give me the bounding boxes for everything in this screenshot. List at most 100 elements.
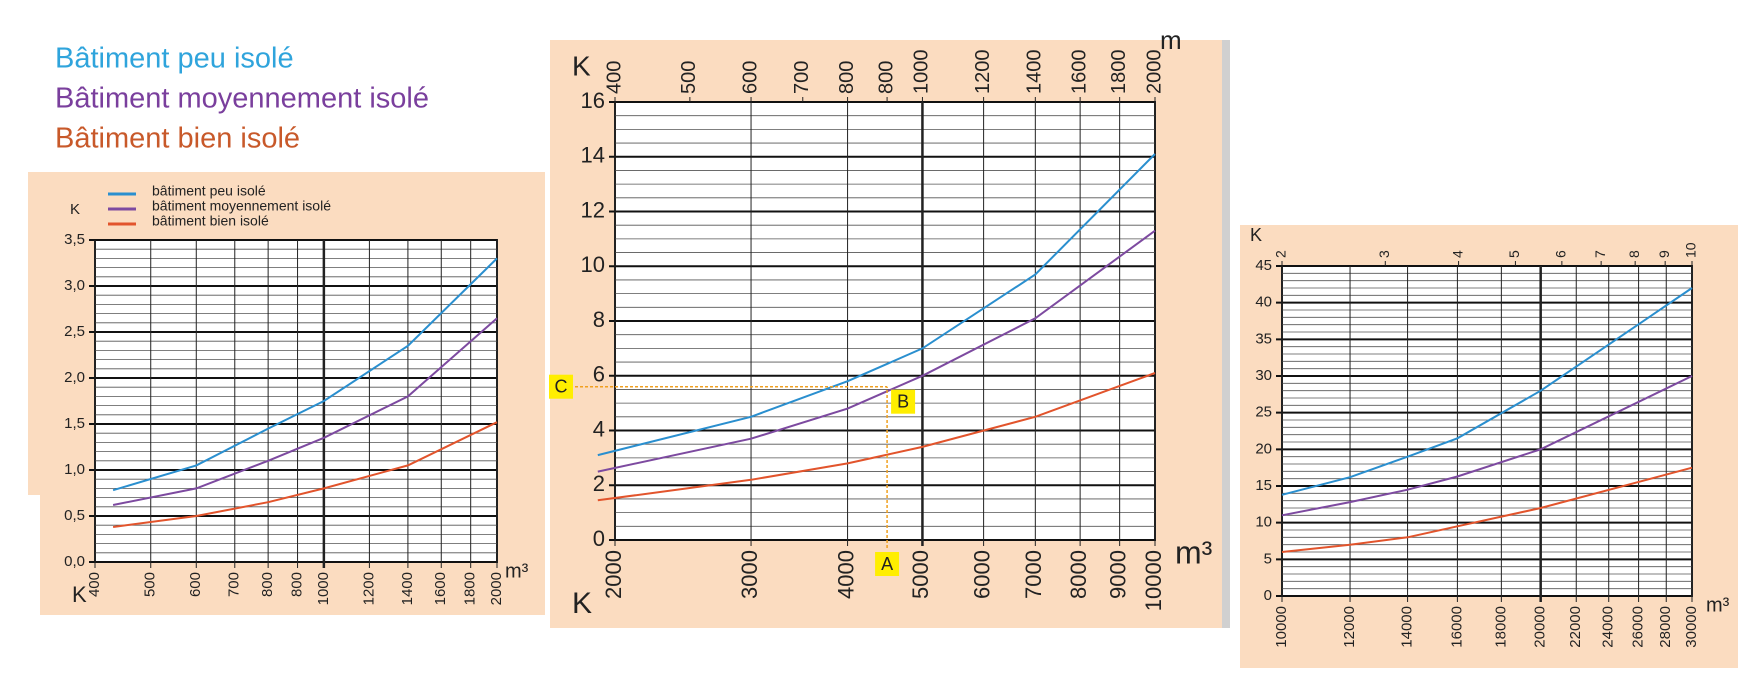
y-tick-label: 6: [593, 362, 605, 387]
x-tick-label: 12000: [1341, 606, 1358, 648]
y-tick-label: 35: [1255, 330, 1272, 347]
x2-tick-label: 9: [1656, 250, 1672, 258]
x-tick-label: 8000: [1066, 550, 1091, 599]
y-tick-label: 0,5: [64, 507, 85, 524]
x-tick-label: 1600: [432, 572, 449, 605]
y-tick-label: 2,5: [64, 323, 85, 340]
x2-tick-label: 10: [1683, 242, 1699, 258]
header-line: Bâtiment peu isolé: [55, 43, 294, 75]
x-tick-label: 700: [226, 572, 243, 597]
y-tick-label: 0,0: [64, 553, 85, 570]
legend-label: bâtiment bien isolé: [152, 213, 269, 229]
series-line: [112, 421, 498, 528]
x2-tick-label: 800: [836, 61, 858, 94]
annotation-box: [875, 552, 900, 576]
x2-tick-label: 600: [739, 61, 761, 94]
x-tick-label: 22000: [1567, 606, 1584, 648]
x-tick-label: 7000: [1021, 550, 1046, 599]
plot-area: [1281, 265, 1693, 597]
x-tick-label: 4000: [833, 550, 858, 599]
series-line: [1281, 375, 1693, 517]
y-axis-label: K: [70, 201, 80, 218]
x2-tick-label: 1800: [1108, 50, 1130, 95]
x2-tick-label: 1200: [972, 49, 994, 94]
y-tick-label: 3,5: [64, 231, 85, 248]
x-axis-label: m³: [505, 560, 529, 582]
x2-tick-label: 500: [678, 61, 700, 94]
x2-tick-label: 8: [1626, 250, 1642, 258]
y-tick-label: 12: [581, 197, 605, 222]
x2-tick-label: 3: [1376, 250, 1392, 258]
y-tick-label: 25: [1255, 404, 1272, 421]
y-tick-label: 15: [1255, 477, 1272, 494]
y-tick-label: 0: [593, 526, 605, 551]
y-tick-label: 2: [593, 471, 605, 496]
x2-tick-label: 7: [1592, 250, 1608, 258]
annotation: A: [881, 554, 893, 574]
y-tick-label: 8: [593, 307, 605, 332]
x-tick-label: 400: [86, 572, 103, 597]
y-tick-label: 10: [581, 252, 605, 277]
x-tick-label: 24000: [1600, 606, 1617, 648]
y-tick-label: 20: [1255, 440, 1272, 457]
series-line: [1281, 466, 1693, 553]
x-tick-label: 14000: [1399, 606, 1416, 648]
x2-tick-label: 5: [1506, 250, 1522, 258]
x2-axis-label: m: [1160, 25, 1182, 55]
annotation: B: [897, 391, 909, 411]
x-tick-label: 20000: [1532, 606, 1549, 648]
y-axis-label: K: [572, 50, 591, 81]
y-tick-label: 1,5: [64, 415, 85, 432]
header-line: Bâtiment moyennement isolé: [55, 83, 429, 115]
x2-tick-label: 2000: [1143, 50, 1165, 95]
series-line: [112, 317, 498, 506]
y-axis-label: K: [1250, 225, 1262, 245]
corner-label: K: [572, 587, 592, 620]
x2-tick-label: 400: [603, 61, 625, 94]
x-tick-label: 500: [142, 572, 159, 597]
legend-label: bâtiment moyennement isolé: [152, 198, 331, 214]
y-tick-label: 45: [1255, 257, 1272, 274]
x-tick-label: 600: [187, 572, 204, 597]
x2-tick-label: 800: [875, 61, 897, 94]
x-tick-label: 800: [259, 572, 276, 597]
x-tick-label: 26000: [1630, 606, 1647, 648]
header-line: Bâtiment bien isolé: [55, 123, 300, 155]
x-tick-label: 16000: [1448, 606, 1465, 648]
x2-tick-label: 1000: [911, 50, 933, 95]
x2-tick-label: 1600: [1068, 50, 1090, 95]
y-tick-label: 10: [1255, 514, 1272, 531]
x2-tick-label: 2: [1273, 250, 1289, 258]
x-tick-label: 3000: [737, 550, 762, 599]
y-tick-label: 2,0: [64, 369, 85, 386]
legend-label: bâtiment peu isolé: [152, 183, 266, 199]
x-tick-label: 28000: [1657, 606, 1674, 648]
y-tick-label: 1,0: [64, 461, 85, 478]
x-axis-label: m³: [1706, 594, 1730, 616]
y-tick-label: 16: [581, 88, 605, 113]
series-line: [597, 153, 1156, 457]
x-tick-label: 10000: [1141, 550, 1166, 611]
y-tick-label: 40: [1255, 294, 1272, 311]
x-tick-label: 5000: [908, 550, 933, 599]
x-tick-label: 2000: [488, 572, 505, 605]
x2-tick-label: 6: [1553, 250, 1569, 258]
panel-edge: [1222, 40, 1230, 628]
x-tick-label: 2000: [601, 550, 626, 599]
x2-tick-label: 700: [791, 61, 813, 94]
y-tick-label: 5: [1264, 550, 1272, 567]
corner-label: K: [72, 582, 87, 607]
x-tick-label: 18000: [1492, 606, 1509, 648]
y-tick-label: 0: [1264, 587, 1272, 604]
x-tick-label: 1200: [360, 572, 377, 605]
series-line: [597, 372, 1156, 502]
x-tick-label: 1400: [399, 572, 416, 605]
x-tick-label: 30000: [1683, 606, 1700, 648]
series-line: [112, 257, 498, 492]
y-tick-label: 30: [1255, 367, 1272, 384]
x-tick-label: 1000: [315, 572, 332, 605]
x-tick-label: 10000: [1273, 606, 1290, 648]
x-tick-label: 6000: [969, 550, 994, 599]
